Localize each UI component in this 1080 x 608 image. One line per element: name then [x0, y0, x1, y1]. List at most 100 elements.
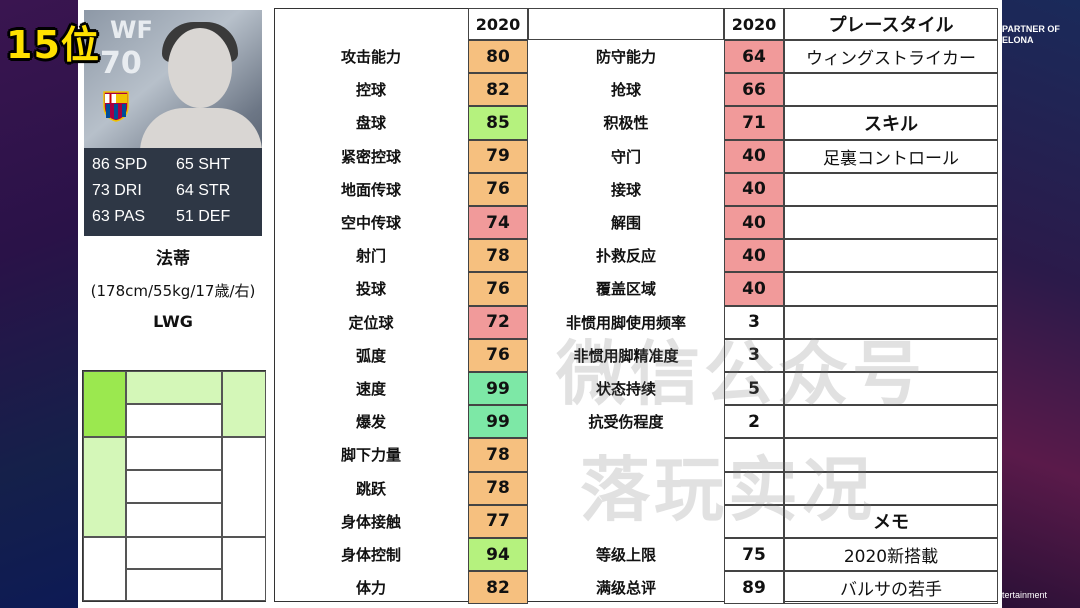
- right-stat-label: 防守能力: [595, 48, 656, 67]
- right-stat-value: 75: [724, 538, 784, 572]
- right-stat-value: 5: [724, 372, 784, 406]
- player-info: (178cm/55kg/17歳/右): [90, 282, 256, 300]
- position-map-lmf: [83, 437, 126, 537]
- right-stat-value: 40: [724, 172, 784, 206]
- right-stat-label: 抗受伤程度: [588, 413, 664, 432]
- left-stat-value: 78: [468, 239, 528, 273]
- left-stat-value: 74: [468, 206, 528, 240]
- right-stat-label: 等级上限: [595, 546, 656, 565]
- player-position: LWG: [153, 312, 193, 331]
- right-stat-value: [724, 504, 784, 538]
- position-map-lb: [83, 537, 126, 601]
- card-rating: 70: [100, 46, 142, 81]
- footer-text: tertainment: [1002, 590, 1048, 600]
- position-map-rb: [222, 537, 266, 601]
- right-stat-label: 接球: [610, 180, 641, 199]
- right-stat-value: 66: [724, 73, 784, 107]
- rank-badge: 15位: [6, 23, 100, 67]
- right-stat-label: 满级总评: [595, 579, 656, 598]
- left-stat-value: 80: [468, 40, 528, 74]
- header-blank-left: [274, 8, 468, 40]
- right-stat-label: 扑救反应: [595, 247, 656, 266]
- left-stat-label: 紧密控球: [340, 147, 401, 166]
- left-stat-value: 82: [468, 73, 528, 107]
- side-column-cell: [784, 471, 998, 505]
- header-year-left: 2020: [468, 8, 528, 40]
- left-stat-label: 定位球: [348, 313, 394, 332]
- side-column-cell: バルサの若手: [784, 571, 998, 605]
- right-stat-label: 积极性: [603, 114, 649, 133]
- right-stat-label: 解围: [610, 214, 641, 233]
- left-stat-label: 攻击能力: [340, 48, 401, 67]
- position-map-ss: [126, 404, 222, 437]
- right-stat-label: 覆盖区域: [595, 280, 656, 299]
- left-stat-label: 身体控制: [340, 546, 401, 565]
- side-column-cell: [784, 73, 998, 107]
- right-stat-value: 40: [724, 206, 784, 240]
- left-stat-label: 速度: [355, 380, 386, 399]
- right-stat-value: 40: [724, 239, 784, 273]
- stat-defense: 51 DEF: [176, 208, 231, 225]
- right-stat-label: 守门: [610, 147, 641, 166]
- side-column-cell: スキル: [784, 106, 998, 140]
- background-right: [998, 0, 1080, 608]
- side-column-cell: [784, 372, 998, 406]
- card-position: WF: [110, 16, 153, 44]
- side-column-cell: ウィングストライカー: [784, 40, 998, 74]
- position-map: [82, 370, 266, 602]
- play-style-title: プレースタイル: [784, 8, 998, 40]
- stat-strength: 64 STR: [176, 182, 231, 199]
- left-stat-value: 99: [468, 372, 528, 406]
- left-stat-value: 76: [468, 272, 528, 306]
- left-stat-label: 爆发: [355, 413, 386, 432]
- left-stat-label: 弧度: [355, 346, 386, 365]
- right-stat-label: 非惯用脚使用频率: [565, 313, 686, 332]
- player-head-silhouette: [168, 28, 232, 108]
- partner-line-1: PARTNER OF: [1002, 24, 1060, 34]
- right-stat-label: [528, 438, 724, 471]
- position-map-dmf: [126, 503, 222, 537]
- side-column-cell: [784, 438, 998, 472]
- side-column-cell: [784, 272, 998, 306]
- player-card: WF 70 86 SPD 65 SHT 73 DRI 64 STR 63 PAS…: [84, 10, 262, 236]
- card-stats: 86 SPD 65 SHT 73 DRI 64 STR 63 PAS 51 DE…: [84, 148, 262, 236]
- player-shoulders: [140, 108, 262, 152]
- side-column-cell: 2020新搭載: [784, 538, 998, 572]
- partner-line-2: ELONA: [1002, 35, 1034, 45]
- side-column-cell: [784, 305, 998, 339]
- fc-barcelona-crest-icon: [103, 91, 129, 122]
- side-column-cell: [784, 206, 998, 240]
- position-map-gk: [126, 569, 222, 601]
- player-name: 法蒂: [156, 249, 190, 269]
- right-stat-value: 40: [724, 139, 784, 173]
- left-stat-label: 脚下力量: [340, 446, 401, 465]
- stat-speed: 86 SPD: [92, 156, 148, 173]
- position-map-rmf: [222, 437, 266, 537]
- partner-text: PARTNER OF ELONA: [1002, 24, 1060, 46]
- left-stat-label: 射门: [355, 247, 386, 266]
- side-column-cell: メモ: [784, 504, 998, 538]
- right-stat-value: 71: [724, 106, 784, 140]
- position-map-rwf: [222, 371, 266, 437]
- left-stat-value: 82: [468, 571, 528, 605]
- header-blank-right: [528, 8, 724, 40]
- left-stat-value: 76: [468, 338, 528, 372]
- right-stat-label: [528, 472, 724, 505]
- position-map-cb: [126, 537, 222, 569]
- left-stat-label: 跳跃: [355, 479, 386, 498]
- left-stat-value: 77: [468, 504, 528, 538]
- side-column-cell: [784, 239, 998, 273]
- position-map-lwf: [83, 371, 126, 437]
- right-stat-label: 非惯用脚精准度: [573, 346, 679, 365]
- left-stat-value: 94: [468, 538, 528, 572]
- position-map-amf: [126, 437, 222, 470]
- side-column-cell: 足裏コントロール: [784, 139, 998, 173]
- left-stat-label: 投球: [355, 280, 386, 299]
- right-stat-value: 89: [724, 571, 784, 605]
- left-stat-value: 85: [468, 106, 528, 140]
- right-stat-label: [528, 505, 724, 538]
- right-stat-value: 2: [724, 405, 784, 439]
- stat-passing: 63 PAS: [92, 208, 146, 225]
- background-left: [0, 0, 78, 608]
- header-year-right: 2020: [724, 8, 784, 40]
